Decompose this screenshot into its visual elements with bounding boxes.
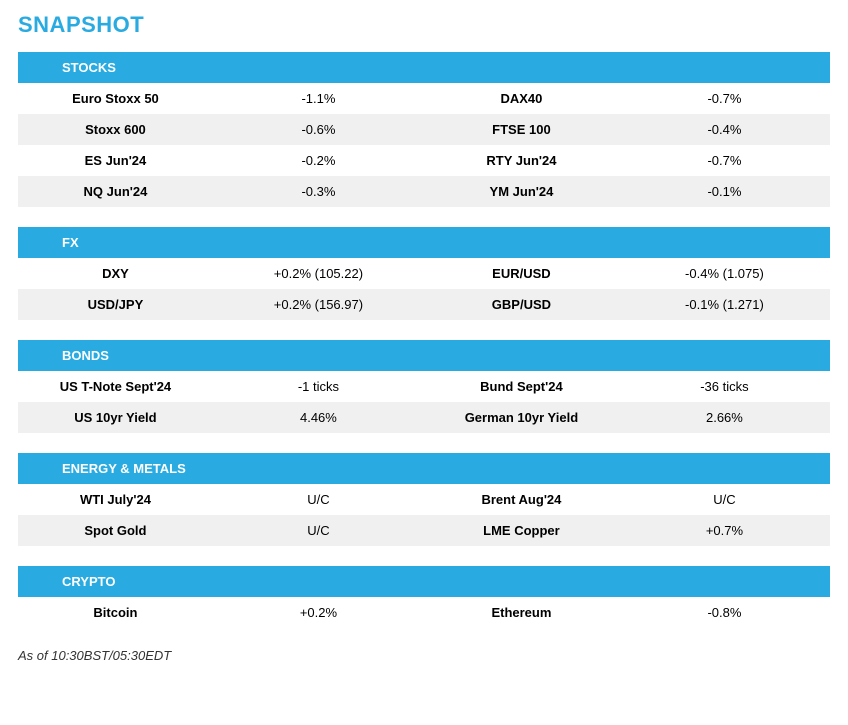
section-header: CRYPTO	[18, 566, 830, 597]
table-row: DXY+0.2% (105.22)EUR/USD-0.4% (1.075)	[18, 258, 830, 289]
instrument-name: LME Copper	[424, 515, 619, 546]
data-table: DXY+0.2% (105.22)EUR/USD-0.4% (1.075)USD…	[18, 258, 830, 320]
instrument-name: Stoxx 600	[18, 114, 213, 145]
section: ENERGY & METALSWTI July'24U/CBrent Aug'2…	[18, 453, 830, 546]
table-row: Stoxx 600-0.6%FTSE 100-0.4%	[18, 114, 830, 145]
instrument-value: 4.46%	[213, 402, 424, 433]
section-header: FX	[18, 227, 830, 258]
instrument-name: DAX40	[424, 83, 619, 114]
table-row: Spot GoldU/CLME Copper+0.7%	[18, 515, 830, 546]
instrument-value: -0.4% (1.075)	[619, 258, 830, 289]
table-row: ES Jun'24-0.2%RTY Jun'24-0.7%	[18, 145, 830, 176]
instrument-name: Brent Aug'24	[424, 484, 619, 515]
instrument-name: Bund Sept'24	[424, 371, 619, 402]
table-row: USD/JPY+0.2% (156.97)GBP/USD-0.1% (1.271…	[18, 289, 830, 320]
instrument-value: +0.7%	[619, 515, 830, 546]
instrument-name: USD/JPY	[18, 289, 213, 320]
instrument-value: U/C	[213, 515, 424, 546]
table-row: WTI July'24U/CBrent Aug'24U/C	[18, 484, 830, 515]
instrument-value: -0.8%	[619, 597, 830, 628]
instrument-value: -1.1%	[213, 83, 424, 114]
instrument-name: RTY Jun'24	[424, 145, 619, 176]
instrument-value: -0.1% (1.271)	[619, 289, 830, 320]
instrument-name: GBP/USD	[424, 289, 619, 320]
page-title: SNAPSHOT	[18, 12, 830, 38]
instrument-name: Ethereum	[424, 597, 619, 628]
instrument-value: +0.2%	[213, 597, 424, 628]
sections-container: STOCKSEuro Stoxx 50-1.1%DAX40-0.7%Stoxx …	[18, 52, 830, 628]
instrument-value: -1 ticks	[213, 371, 424, 402]
instrument-value: -0.7%	[619, 145, 830, 176]
table-row: NQ Jun'24-0.3%YM Jun'24-0.1%	[18, 176, 830, 207]
instrument-name: YM Jun'24	[424, 176, 619, 207]
section-header: BONDS	[18, 340, 830, 371]
section: BONDSUS T-Note Sept'24-1 ticksBund Sept'…	[18, 340, 830, 433]
section-header: ENERGY & METALS	[18, 453, 830, 484]
instrument-name: US 10yr Yield	[18, 402, 213, 433]
instrument-value: -36 ticks	[619, 371, 830, 402]
section: CRYPTOBitcoin+0.2%Ethereum-0.8%	[18, 566, 830, 628]
instrument-name: ES Jun'24	[18, 145, 213, 176]
instrument-value: 2.66%	[619, 402, 830, 433]
instrument-value: -0.2%	[213, 145, 424, 176]
instrument-value: -0.7%	[619, 83, 830, 114]
instrument-name: German 10yr Yield	[424, 402, 619, 433]
instrument-name: DXY	[18, 258, 213, 289]
data-table: US T-Note Sept'24-1 ticksBund Sept'24-36…	[18, 371, 830, 433]
instrument-value: -0.4%	[619, 114, 830, 145]
instrument-name: EUR/USD	[424, 258, 619, 289]
data-table: Euro Stoxx 50-1.1%DAX40-0.7%Stoxx 600-0.…	[18, 83, 830, 207]
table-row: US 10yr Yield4.46%German 10yr Yield2.66%	[18, 402, 830, 433]
instrument-name: Bitcoin	[18, 597, 213, 628]
instrument-value: -0.1%	[619, 176, 830, 207]
instrument-value: +0.2% (105.22)	[213, 258, 424, 289]
instrument-value: U/C	[619, 484, 830, 515]
section-header: STOCKS	[18, 52, 830, 83]
instrument-value: -0.3%	[213, 176, 424, 207]
table-row: Euro Stoxx 50-1.1%DAX40-0.7%	[18, 83, 830, 114]
instrument-name: NQ Jun'24	[18, 176, 213, 207]
footnote: As of 10:30BST/05:30EDT	[18, 648, 830, 663]
instrument-name: FTSE 100	[424, 114, 619, 145]
instrument-name: Spot Gold	[18, 515, 213, 546]
section: STOCKSEuro Stoxx 50-1.1%DAX40-0.7%Stoxx …	[18, 52, 830, 207]
instrument-value: U/C	[213, 484, 424, 515]
table-row: US T-Note Sept'24-1 ticksBund Sept'24-36…	[18, 371, 830, 402]
data-table: Bitcoin+0.2%Ethereum-0.8%	[18, 597, 830, 628]
instrument-name: Euro Stoxx 50	[18, 83, 213, 114]
section: FXDXY+0.2% (105.22)EUR/USD-0.4% (1.075)U…	[18, 227, 830, 320]
instrument-name: WTI July'24	[18, 484, 213, 515]
table-row: Bitcoin+0.2%Ethereum-0.8%	[18, 597, 830, 628]
instrument-name: US T-Note Sept'24	[18, 371, 213, 402]
instrument-value: +0.2% (156.97)	[213, 289, 424, 320]
instrument-value: -0.6%	[213, 114, 424, 145]
data-table: WTI July'24U/CBrent Aug'24U/CSpot GoldU/…	[18, 484, 830, 546]
